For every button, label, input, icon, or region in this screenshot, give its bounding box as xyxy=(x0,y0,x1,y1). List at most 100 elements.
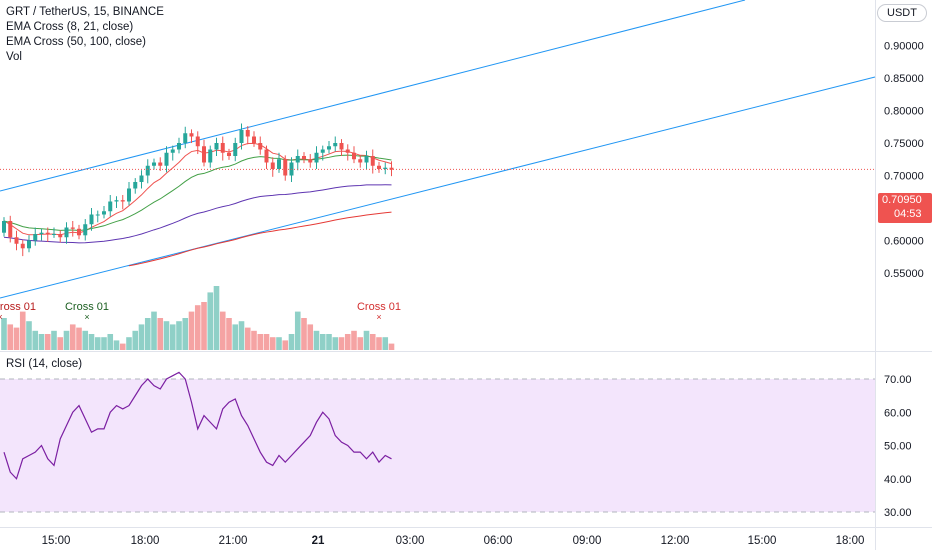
volume-bar xyxy=(182,318,189,350)
volume-bar xyxy=(19,311,26,350)
candle-body xyxy=(189,133,194,137)
rsi-tick-label: 50.00 xyxy=(884,441,912,453)
candle-body xyxy=(114,200,119,202)
volume-bar xyxy=(263,334,270,350)
last-price-value: 0.70950 xyxy=(882,194,922,206)
candle-body xyxy=(45,232,50,234)
rsi-legend[interactable]: RSI (14, close) xyxy=(6,358,83,370)
volume-bar xyxy=(294,311,301,350)
candle-body xyxy=(139,175,144,182)
volume-bar xyxy=(32,330,39,350)
candle-body xyxy=(295,156,300,163)
candle-body xyxy=(27,240,31,249)
volume-bar xyxy=(326,334,332,350)
cross-markers: Cross 01×Cross 01×Cross 01× xyxy=(0,301,401,322)
ema-100-line xyxy=(128,211,392,267)
cross-marker: × xyxy=(84,312,89,322)
trendlines[interactable] xyxy=(0,0,876,299)
candle-body xyxy=(314,152,319,163)
ema-cross-2-label[interactable]: EMA Cross (50, 100, close) xyxy=(6,36,146,48)
candle-body xyxy=(270,162,275,169)
candle-body xyxy=(170,149,175,153)
candle-body xyxy=(145,165,150,176)
candle-body xyxy=(327,146,331,150)
candle-body xyxy=(277,159,281,169)
candle-body xyxy=(220,143,225,153)
volume-bar xyxy=(1,318,7,350)
candle-body xyxy=(64,227,69,238)
price-tick-label: 0.85000 xyxy=(884,73,924,85)
cross-label: Cross 01 xyxy=(357,301,401,313)
volume-bar xyxy=(176,321,182,350)
price-tick-label: 0.80000 xyxy=(884,106,924,118)
volume-bar xyxy=(307,324,314,350)
candle-body xyxy=(33,234,38,241)
volume-bar xyxy=(82,330,89,350)
candle-body xyxy=(164,152,169,166)
volume-bar xyxy=(257,334,264,350)
candle-body xyxy=(333,143,338,147)
candle-body xyxy=(389,167,394,170)
rsi-tick-label: 40.00 xyxy=(884,474,912,486)
volume-bar xyxy=(57,337,64,350)
candle-body xyxy=(89,214,94,225)
candle-body xyxy=(370,156,375,166)
volume-bar xyxy=(369,334,376,350)
candle-body xyxy=(358,159,363,163)
volume-bar xyxy=(232,324,239,350)
volume-bar xyxy=(376,337,382,350)
time-tick-label: 18:00 xyxy=(836,535,865,547)
volume-bar xyxy=(388,343,395,350)
volume-bar xyxy=(163,321,170,350)
candle-body xyxy=(14,237,19,244)
candle-body xyxy=(202,146,206,163)
ema-cross-1-label[interactable]: EMA Cross (8, 21, close) xyxy=(6,21,134,33)
price-tick-label: 0.70000 xyxy=(884,171,924,183)
time-tick-label: 12:00 xyxy=(661,535,690,547)
candles[interactable] xyxy=(2,123,394,257)
candle-body xyxy=(39,232,44,234)
candle-body xyxy=(239,130,244,143)
cross-marker: × xyxy=(0,312,3,322)
volume-bar xyxy=(213,286,220,350)
volume-bar xyxy=(201,302,207,350)
volume-bar xyxy=(301,318,307,350)
candle-body xyxy=(127,188,131,202)
candle-body xyxy=(120,200,125,202)
volume-bar xyxy=(51,330,57,350)
candle-body xyxy=(258,143,263,150)
candle-body xyxy=(283,159,288,176)
volume-bar xyxy=(288,334,295,350)
candle-body xyxy=(52,234,56,235)
trendline-lower xyxy=(0,76,876,299)
candle-body xyxy=(227,152,231,156)
candle-body xyxy=(133,182,138,189)
rsi-tick-label: 30.00 xyxy=(884,507,912,519)
candle-body xyxy=(8,221,13,238)
candle-body xyxy=(264,149,269,163)
volume-bar xyxy=(313,330,320,350)
volume-bar xyxy=(332,337,339,350)
candle-body xyxy=(377,165,381,169)
candle-body xyxy=(308,159,313,163)
currency-button[interactable]: USDT xyxy=(877,4,927,22)
last-price-tag: 0.70950 04:53 xyxy=(878,193,932,223)
volume-bar xyxy=(144,318,151,350)
volume-bar xyxy=(119,343,126,350)
time-tick-label: 21 xyxy=(312,535,325,547)
volume-bar xyxy=(207,292,214,350)
volume-bar xyxy=(157,318,164,350)
volume-bar xyxy=(338,337,345,350)
volume-bar xyxy=(69,324,76,350)
volume-label[interactable]: Vol xyxy=(6,51,22,63)
rsi-line xyxy=(3,371,392,480)
time-tick-label: 03:00 xyxy=(396,535,425,547)
volume-bar xyxy=(13,327,20,350)
symbol-title[interactable]: GRT / TetherUS, 15, BINANCE xyxy=(6,6,164,18)
volume-bar xyxy=(251,330,257,350)
candle-body xyxy=(77,228,81,236)
countdown-timer: 04:53 xyxy=(894,208,922,220)
candle-body xyxy=(214,143,219,150)
cross-label: Cross 01 xyxy=(65,301,109,313)
